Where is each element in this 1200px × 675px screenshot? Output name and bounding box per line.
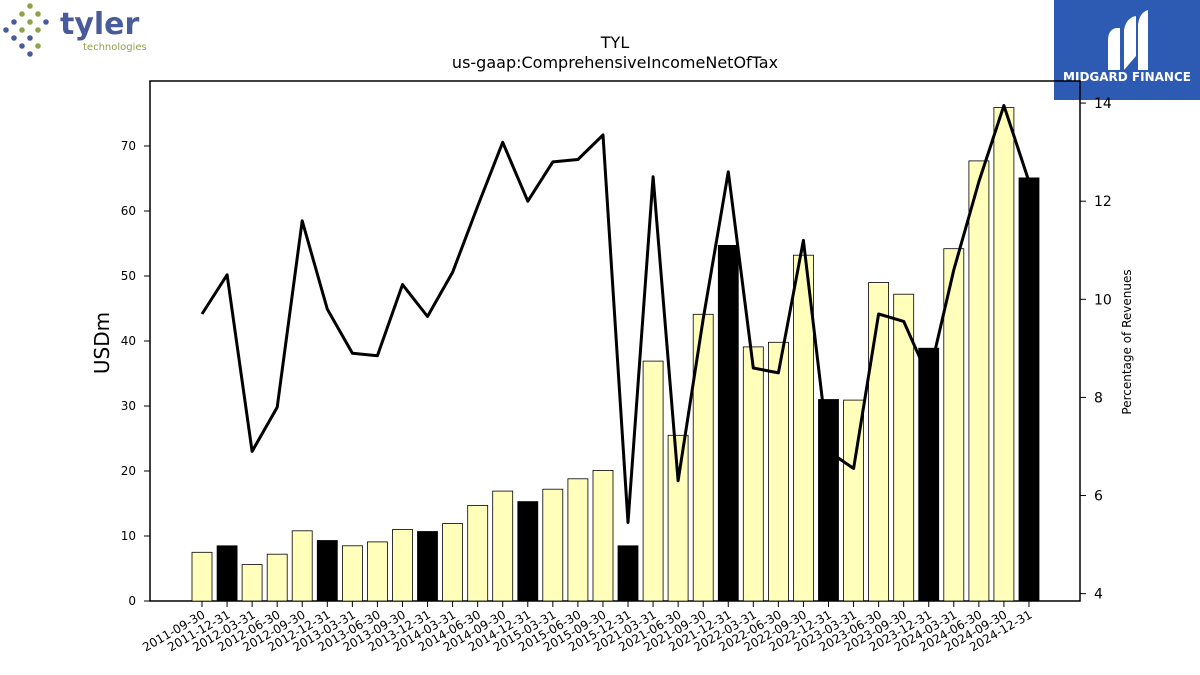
bar [316, 540, 338, 602]
bar-series [191, 107, 1040, 602]
bar [241, 564, 263, 602]
bar [467, 504, 489, 602]
bar [667, 434, 689, 602]
bar [968, 160, 990, 602]
logo-dot [35, 11, 41, 17]
bar [868, 282, 889, 602]
chart-title: TYL [600, 33, 630, 52]
bar [492, 490, 514, 602]
y2-tick-label: 14 [1094, 96, 1112, 112]
company-logo-name: tyler [60, 7, 140, 42]
bar [918, 347, 940, 602]
bar [517, 501, 539, 602]
logo-dot [11, 35, 17, 41]
y2-tick-label: 4 [1094, 587, 1103, 603]
logo-dot [27, 35, 33, 41]
logo-dot [43, 19, 49, 25]
bar [993, 107, 1015, 602]
company-logo-subtitle: technologies [83, 42, 147, 53]
left-axis: 0 10 20 30 40 50 60 70 [121, 139, 150, 608]
company-logo-icon [3, 3, 49, 57]
x-axis: 2011-09-302011-12-312012-03-312012-06-30… [140, 601, 1034, 654]
y-axis-label: USDm [90, 312, 114, 374]
y2-tick-label: 10 [1094, 292, 1112, 308]
logo-dot [27, 3, 33, 9]
bar [742, 346, 764, 602]
bar [341, 545, 363, 602]
y2-axis-label: Percentage of Revenues [1120, 269, 1134, 414]
logo-dot [19, 27, 25, 33]
brand-mark-icon [1108, 10, 1148, 70]
bar [291, 530, 313, 602]
line-series [200, 104, 1031, 524]
bar [417, 531, 438, 602]
y-tick-label: 30 [121, 399, 136, 413]
y2-tick-label: 8 [1094, 390, 1103, 406]
logo-dot [27, 19, 33, 25]
logo-dot [35, 27, 41, 33]
y-tick-label: 40 [121, 334, 136, 348]
y-tick-label: 70 [121, 139, 136, 153]
bar [216, 545, 238, 602]
bar [818, 399, 839, 602]
logo-dot [35, 43, 41, 49]
bar [266, 553, 288, 602]
bar [617, 545, 639, 602]
bar [592, 469, 614, 602]
bar [442, 523, 464, 602]
logo-dot [19, 43, 25, 49]
bar [768, 341, 789, 602]
y2-tick-label: 12 [1094, 194, 1112, 210]
y-tick-label: 20 [121, 464, 136, 478]
logo-dot [19, 11, 25, 17]
logo-dot [3, 27, 9, 33]
bar [642, 360, 664, 602]
right-axis: 4 6 8 10 12 14 [1080, 96, 1112, 603]
y2-tick-label: 6 [1094, 489, 1103, 505]
bar [191, 551, 213, 602]
bar [542, 488, 564, 602]
bar [567, 478, 589, 602]
bar [1018, 177, 1040, 602]
y-tick-label: 10 [121, 529, 136, 543]
bar [392, 529, 413, 602]
logo-dot [11, 19, 17, 25]
brand-logo-text: MIDGARD FINANCE [1063, 70, 1191, 84]
logo-dot [27, 51, 33, 57]
y-tick-label: 60 [121, 204, 136, 218]
y-tick-label: 0 [128, 594, 136, 608]
bar [366, 541, 388, 602]
bar [717, 244, 739, 602]
chart-subtitle: us-gaap:ComprehensiveIncomeNetOfTax [452, 53, 778, 72]
y-tick-label: 50 [121, 269, 136, 283]
percentage-line [200, 104, 1031, 524]
